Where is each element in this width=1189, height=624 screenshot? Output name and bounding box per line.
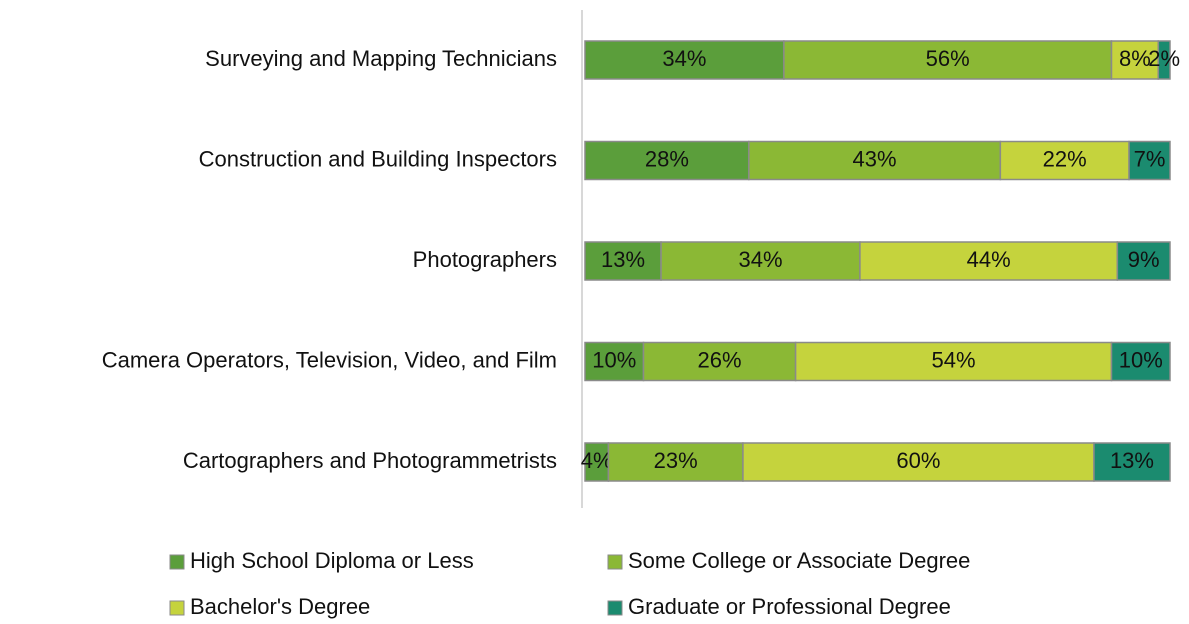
- data-label: 4%: [581, 448, 613, 473]
- data-label: 44%: [967, 247, 1011, 272]
- data-label: 8%: [1119, 46, 1151, 71]
- data-label: 2%: [1148, 46, 1180, 71]
- legend-swatch: [169, 600, 185, 616]
- data-label: 43%: [853, 146, 897, 171]
- category-label: Camera Operators, Television, Video, and…: [102, 347, 557, 372]
- data-label: 13%: [601, 247, 645, 272]
- data-label: 34%: [738, 247, 782, 272]
- data-label: 56%: [926, 46, 970, 71]
- bar-segment: [1116, 241, 1171, 281]
- bar-segment: [748, 140, 1002, 181]
- legend-swatch: [607, 600, 623, 616]
- legend-swatch: [169, 554, 185, 570]
- bar-segment: [584, 140, 750, 181]
- category-label: Photographers: [413, 247, 557, 272]
- legend-label: Some College or Associate Degree: [628, 548, 970, 573]
- bar-segment: [859, 241, 1119, 281]
- bar-segment: [584, 341, 645, 382]
- bar-segment: [1110, 341, 1171, 382]
- bar-segment: [794, 341, 1113, 382]
- bar-segment: [783, 40, 1113, 80]
- data-label: 28%: [645, 146, 689, 171]
- data-label: 10%: [592, 347, 636, 372]
- legend-label: High School Diploma or Less: [190, 548, 474, 573]
- bar-segment: [999, 140, 1130, 181]
- data-label: 54%: [932, 347, 976, 372]
- data-label: 7%: [1134, 146, 1166, 171]
- bar-segment: [607, 442, 744, 482]
- category-label: Cartographers and Photogrammetrists: [183, 448, 557, 473]
- legend-label: Graduate or Professional Degree: [628, 594, 951, 619]
- data-label: 22%: [1043, 146, 1087, 171]
- data-label: 60%: [896, 448, 940, 473]
- bar-segment: [742, 442, 1095, 482]
- bar-segment: [1128, 140, 1171, 181]
- data-label: 26%: [698, 347, 742, 372]
- data-label: 34%: [662, 46, 706, 71]
- data-label: 13%: [1110, 448, 1154, 473]
- data-label: 23%: [654, 448, 698, 473]
- legend-swatch: [607, 554, 623, 570]
- data-label: 10%: [1119, 347, 1163, 372]
- category-label: Surveying and Mapping Technicians: [205, 46, 557, 71]
- bar-segment: [1110, 40, 1160, 80]
- bar-segment: [1157, 40, 1171, 80]
- legend-label: Bachelor's Degree: [190, 594, 370, 619]
- category-label: Construction and Building Inspectors: [199, 146, 557, 171]
- data-label: 9%: [1128, 247, 1160, 272]
- bar-segment: [1093, 442, 1171, 482]
